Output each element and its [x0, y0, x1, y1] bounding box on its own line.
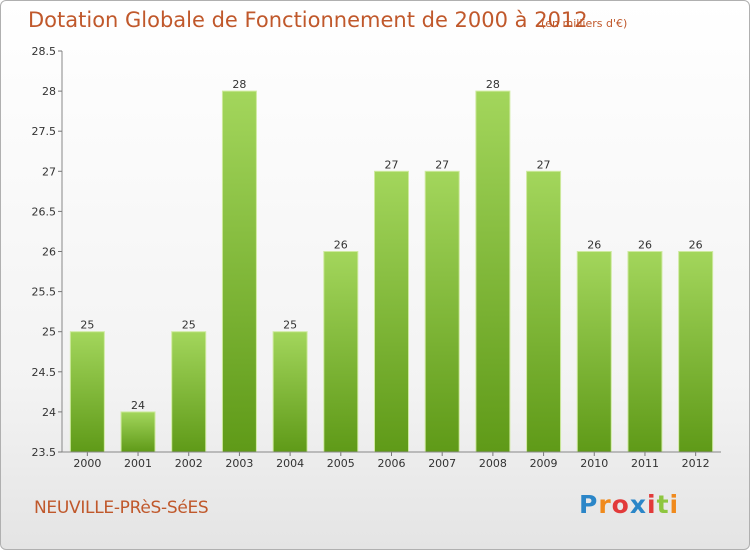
bar-2008 — [475, 90, 511, 453]
value-label-2005: 26 — [334, 239, 348, 252]
bar-2001 — [120, 411, 156, 453]
value-label-2004: 25 — [283, 319, 297, 332]
value-label-2007: 27 — [435, 158, 449, 171]
y-tick-label: 27 — [42, 165, 56, 178]
y-tick-label: 25 — [42, 326, 56, 339]
bar-2007 — [424, 170, 460, 453]
value-label-2009: 27 — [537, 158, 551, 171]
value-label-2003: 28 — [232, 78, 246, 91]
bar-2002 — [171, 331, 207, 453]
value-label-2006: 27 — [385, 158, 399, 171]
x-tick-label-2010: 2010 — [580, 457, 608, 470]
logo-letter: x — [629, 490, 647, 519]
value-label-2008: 28 — [486, 78, 500, 91]
logo-letter: i — [647, 490, 657, 519]
y-tick-label: 26.5 — [32, 205, 57, 218]
y-tick-label: 28.5 — [32, 45, 57, 58]
x-tick-label-2007: 2007 — [428, 457, 456, 470]
x-tick-label-2011: 2011 — [631, 457, 659, 470]
y-tick-label: 24.5 — [32, 366, 57, 379]
y-tick-label: 25.5 — [32, 286, 57, 299]
value-label-2011: 26 — [638, 239, 652, 252]
x-tick-label-2006: 2006 — [378, 457, 406, 470]
y-tick-label: 27.5 — [32, 125, 57, 138]
x-tick-label-2003: 2003 — [225, 457, 253, 470]
bar-2003 — [221, 90, 257, 453]
logo-letter: P — [579, 490, 599, 519]
value-label-2000: 25 — [80, 319, 94, 332]
bar-2005 — [323, 251, 359, 453]
x-tick-label-2000: 2000 — [73, 457, 101, 470]
y-tick-label: 24 — [42, 406, 56, 419]
y-tick-label: 26 — [42, 246, 56, 259]
value-label-2012: 26 — [689, 239, 703, 252]
bar-2010 — [576, 251, 612, 453]
x-tick-label-2001: 2001 — [124, 457, 152, 470]
value-label-2002: 25 — [182, 319, 196, 332]
proxiti-logo: Proxiti — [579, 490, 679, 519]
value-label-2010: 26 — [587, 239, 601, 252]
x-tick-label-2008: 2008 — [479, 457, 507, 470]
logo-letter: t — [656, 490, 670, 519]
bar-2011 — [627, 251, 663, 453]
logo-letter: r — [598, 490, 612, 519]
value-label-2001: 24 — [131, 399, 145, 412]
chart-subtitle: (en milliers d'€) — [541, 17, 628, 30]
x-tick-label-2005: 2005 — [327, 457, 355, 470]
chart-title: Dotation Globale de Fonctionnement de 20… — [28, 8, 588, 32]
x-tick-label-2012: 2012 — [682, 457, 710, 470]
bar-2006 — [374, 170, 409, 453]
y-tick-label: 28 — [42, 85, 56, 98]
bar-2000 — [69, 331, 105, 453]
x-tick-label-2004: 2004 — [276, 457, 304, 470]
x-tick-label-2002: 2002 — [175, 457, 203, 470]
logo-letter: i — [669, 490, 680, 519]
bar-2004 — [272, 331, 308, 453]
y-tick-label: 23.5 — [32, 446, 57, 459]
bar-2009 — [526, 170, 562, 453]
x-tick-label-2009: 2009 — [530, 457, 558, 470]
town-name: NEUVILLE-PRèS-SéES — [34, 498, 209, 518]
bar-2012 — [678, 251, 714, 453]
logo-letter: o — [611, 490, 630, 519]
